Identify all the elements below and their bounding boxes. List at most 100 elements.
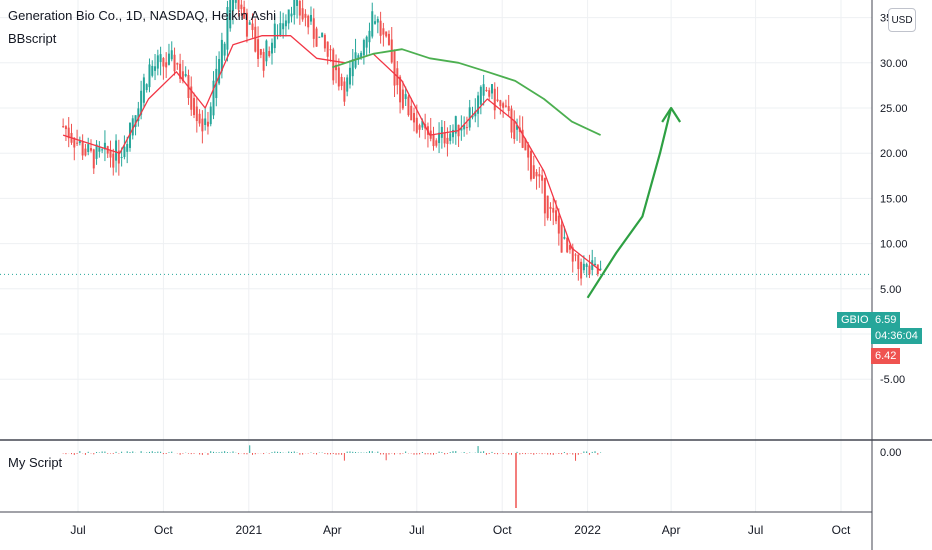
script-bar	[324, 453, 326, 454]
script-bar	[73, 453, 75, 455]
candle-body	[312, 18, 315, 39]
script-bar	[455, 451, 457, 453]
script-bar	[165, 453, 167, 455]
currency-button[interactable]: USD	[888, 8, 916, 32]
candle-body	[87, 144, 90, 153]
candle-body	[460, 128, 463, 131]
candle-body	[265, 40, 268, 62]
projection-arrow-line	[586, 107, 673, 299]
candle-body	[329, 49, 332, 51]
candle-body	[371, 11, 374, 37]
candle-body	[284, 20, 287, 27]
candle-body	[407, 96, 410, 116]
candle-body	[282, 23, 285, 30]
candle-body	[134, 115, 137, 127]
candle-body	[490, 84, 493, 94]
script-bar	[160, 451, 162, 453]
script-bar	[572, 453, 574, 455]
candle-body	[137, 108, 140, 122]
candle-body	[418, 125, 421, 130]
script-bar	[290, 451, 292, 453]
script-bar	[129, 452, 131, 453]
script-bar	[210, 451, 212, 453]
candle-body	[223, 43, 226, 56]
script-bar	[538, 453, 540, 454]
script-bar	[118, 453, 120, 454]
candle-body	[557, 215, 560, 234]
candle-body	[226, 6, 229, 50]
time-tick-label: Jul	[409, 523, 424, 537]
script-bar	[536, 453, 538, 454]
candle-body	[148, 64, 151, 88]
script-bar	[508, 453, 510, 455]
candle-body	[115, 140, 118, 161]
price-tick-label: 25.00	[880, 103, 908, 115]
candle-body	[521, 129, 524, 148]
candle-body	[296, 0, 299, 6]
time-tick-label: Jul	[748, 523, 763, 537]
candle-body	[62, 126, 65, 128]
script-bar	[299, 453, 301, 455]
script-bar	[279, 452, 281, 453]
script-bar	[104, 451, 106, 453]
candle-body	[193, 98, 196, 116]
script-bar	[530, 453, 532, 455]
candle-body	[374, 21, 377, 24]
script-bar	[121, 451, 123, 453]
script-bar	[249, 445, 251, 453]
script-bar	[157, 451, 159, 453]
price-tick-label: 5.00	[880, 284, 901, 296]
candle-body	[237, 0, 240, 10]
script-bar	[151, 451, 153, 453]
candle-body	[510, 108, 513, 133]
candle-body	[368, 30, 371, 43]
candle-body	[337, 67, 340, 87]
candle-body	[301, 8, 304, 20]
script-bar	[519, 453, 521, 455]
candle-body	[195, 106, 198, 122]
script-bar	[271, 452, 273, 453]
candle-body	[76, 142, 79, 144]
time-tick-label: Apr	[662, 523, 681, 537]
candle-body	[98, 147, 101, 152]
candle-body	[154, 66, 157, 71]
candle-body	[232, 0, 235, 12]
candle-body	[262, 51, 265, 71]
script-bar	[577, 453, 579, 455]
candle-body	[438, 132, 441, 144]
script-bar	[341, 453, 343, 455]
candle-body	[307, 15, 310, 28]
candle-body	[92, 149, 95, 169]
script-bar	[382, 453, 384, 455]
script-bar	[366, 452, 368, 453]
subpane-label: My Script	[8, 455, 63, 470]
candle-body	[287, 9, 290, 24]
candle-body	[145, 84, 148, 91]
script-bar	[600, 452, 602, 453]
candle-body	[568, 245, 571, 250]
script-bar	[71, 453, 73, 455]
script-bar	[146, 452, 148, 453]
script-bar	[226, 452, 228, 453]
candle-body	[101, 149, 104, 151]
candle-body	[482, 84, 485, 96]
candle-body	[165, 62, 168, 68]
script-bar	[126, 451, 128, 453]
script-bar	[98, 452, 100, 453]
time-tick-label: Oct	[493, 523, 512, 537]
script-bar	[355, 452, 357, 453]
script-bar	[346, 451, 348, 453]
candle-body	[477, 95, 480, 114]
script-bar	[252, 453, 254, 455]
script-bar	[438, 451, 440, 453]
time-tick-label: 2021	[235, 523, 262, 537]
candle-body	[131, 118, 134, 136]
script-bar	[329, 453, 331, 455]
candle-body	[315, 28, 318, 47]
projection-arrow-head	[661, 106, 682, 123]
candle-body	[318, 36, 321, 38]
candle-body	[454, 116, 457, 134]
script-bar	[494, 453, 496, 455]
candle-body	[240, 4, 243, 10]
